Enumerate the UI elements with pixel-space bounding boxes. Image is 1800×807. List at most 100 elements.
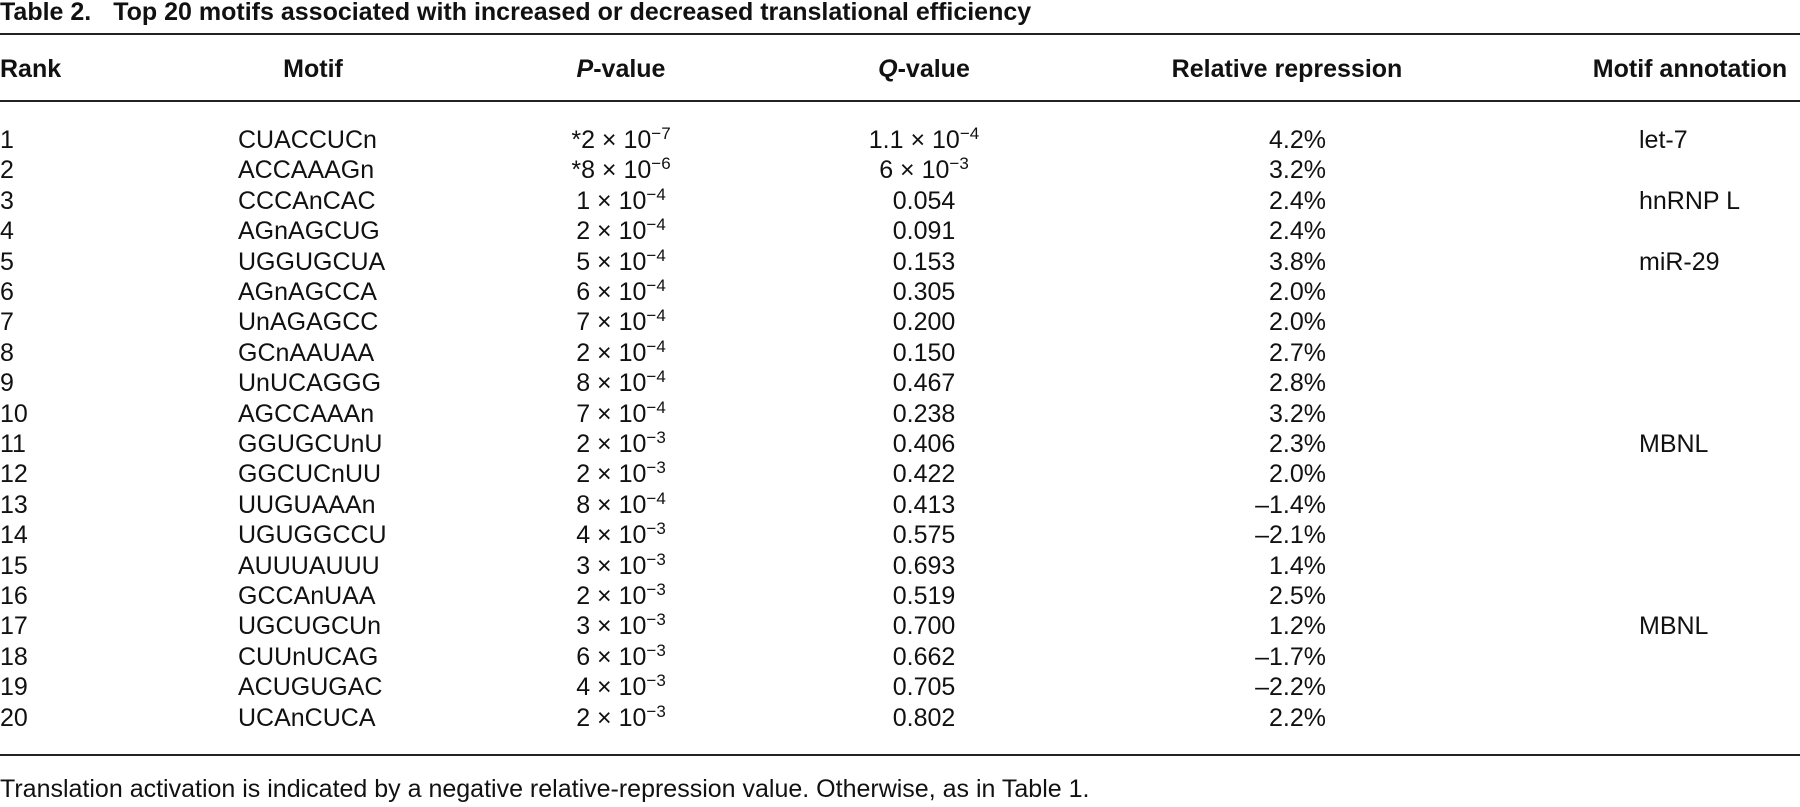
table-cell: 0.150 [892, 338, 956, 367]
base: 2 × 10 [576, 430, 647, 458]
table-cell: 5 [0, 247, 14, 276]
table-cell: AGnAGCUG [238, 217, 380, 246]
table-cell: 0.467 [892, 369, 956, 398]
base: 1.1 × 10 [868, 126, 960, 154]
table-cell: 0.575 [892, 521, 956, 550]
exponent: −3 [646, 671, 666, 691]
base: 7 × 10 [576, 308, 647, 337]
table-cell: –2.1% [1255, 521, 1326, 550]
exponent: −3 [646, 701, 666, 721]
base: 4 × 10 [576, 673, 647, 702]
table-cell: 1.2% [1269, 612, 1326, 641]
exponent: −4 [646, 367, 666, 387]
table-cell: MBNL [1639, 612, 1709, 641]
table-cell: 4 × 10−3 [576, 672, 666, 702]
table-cell: 1 × 10−4 [576, 186, 666, 216]
table-cell: 3 × 10−3 [576, 551, 666, 581]
base: 2 × 10 [576, 582, 647, 610]
base: *8 × 10 [571, 156, 652, 185]
table-cell: 2.0% [1269, 460, 1326, 489]
table-cell: 2 × 10−4 [576, 216, 666, 246]
table-cell: 1 [0, 126, 14, 154]
exponent: −3 [646, 610, 666, 630]
base: 2 × 10 [576, 338, 647, 367]
exponent: −3 [646, 428, 666, 447]
exponent: −3 [949, 154, 969, 174]
base: 6 × 10 [879, 156, 950, 185]
exponent: −3 [646, 549, 666, 569]
exponent: −4 [646, 215, 666, 235]
table-cell: 0.054 [892, 186, 956, 215]
table-cell: UGCUGCUn [238, 612, 382, 641]
table-cell: 14 [0, 521, 28, 550]
column-header: Relative repression [1171, 55, 1403, 83]
table-cell: 11 [0, 430, 26, 458]
table-cell: 20 [0, 703, 28, 732]
table-cell: 0.662 [892, 642, 956, 671]
column-header: Motif [283, 55, 343, 83]
table-cell: 6 × 10−3 [576, 642, 666, 672]
table-cell: 3.2% [1269, 399, 1326, 428]
table-cell: 2 × 10−4 [576, 338, 666, 368]
base: 4 × 10 [576, 521, 647, 550]
exponent: −4 [646, 306, 666, 326]
table-cell: 13 [0, 490, 28, 519]
table-cell: *2 × 10−7 [571, 125, 670, 155]
exponent: −3 [646, 458, 666, 478]
exponent: −4 [646, 184, 666, 204]
table-cell: 0.413 [892, 490, 956, 519]
table-cell: 9 [0, 369, 14, 398]
bottom-rule [0, 754, 1800, 756]
base: 2 × 10 [576, 703, 647, 732]
header-rule [0, 100, 1800, 102]
table-cell: hnRNP L [1639, 186, 1740, 215]
base: 3 × 10 [576, 551, 647, 580]
table-cell: CUACCUCn [238, 126, 377, 154]
table-cell: 15 [0, 551, 28, 580]
table-cell: 3 × 10−3 [576, 611, 666, 641]
table-cell: 2.0% [1269, 278, 1326, 306]
table-cell: UCAnCUCA [238, 703, 376, 732]
base: 8 × 10 [576, 490, 647, 519]
table-title: Table 2. Top 20 motifs associated with in… [0, 0, 1031, 27]
table-cell: 7 × 10−4 [576, 307, 666, 337]
table-cell: 2.5% [1269, 582, 1326, 610]
italic-part: Q [878, 55, 898, 83]
table-cell: MBNL [1639, 430, 1709, 458]
footnote: Translation activation is indicated by a… [0, 775, 1090, 803]
table-cell: 19 [0, 673, 28, 702]
table-cell: GGUGCUnU [238, 430, 383, 458]
exponent: −4 [959, 124, 980, 143]
table-cell: 0.153 [892, 247, 956, 276]
table-cell: UUGUAAAn [238, 490, 376, 519]
table-cell: 8 [0, 338, 14, 367]
table-cell: 6 [0, 278, 14, 306]
table-cell: 4 × 10−3 [576, 520, 666, 550]
table-cell: 0.519 [892, 582, 956, 610]
table-cell: UGUGGCCU [238, 521, 387, 550]
table-cell: 7 × 10−4 [576, 399, 666, 429]
text-part: -value [897, 55, 970, 83]
top-rule [0, 33, 1800, 35]
column-header: Q-value [878, 54, 970, 84]
base: 2 × 10 [576, 460, 647, 489]
table-cell: UnAGAGCC [238, 308, 379, 337]
table-cell: 0.802 [892, 703, 956, 732]
text-part: -value [593, 55, 666, 83]
table-cell: –2.2% [1255, 673, 1326, 702]
exponent: −6 [651, 154, 671, 174]
table-cell: GCnAAUAA [238, 338, 375, 367]
table-cell: 0.705 [892, 673, 956, 702]
table-cell: –1.7% [1255, 642, 1326, 671]
base: 6 × 10 [576, 278, 647, 306]
exponent: −3 [646, 519, 666, 539]
table-cell: UnUCAGGG [238, 369, 382, 398]
table-cell: CUUnUCAG [238, 642, 379, 671]
table-cell: 16 [0, 582, 28, 610]
table-cell: 1.4% [1269, 551, 1326, 580]
table-cell: 2 × 10−3 [576, 581, 666, 611]
column-header: Rank [0, 55, 62, 83]
table-cell: 4 [0, 217, 14, 246]
italic-part: P [576, 55, 594, 83]
table-cell: 18 [0, 642, 28, 671]
